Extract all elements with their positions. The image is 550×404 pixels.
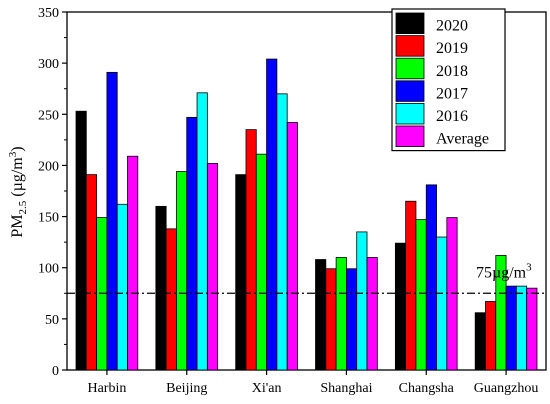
legend-swatch: [395, 103, 425, 125]
x-tick-label: Xi'an: [252, 381, 282, 396]
legend-swatch: [395, 57, 425, 80]
bar: [405, 200, 417, 371]
bar: [325, 268, 337, 371]
bar: [176, 171, 188, 371]
y-tick-label: 0: [52, 364, 59, 379]
bar: [286, 122, 298, 371]
legend-swatch: [395, 12, 425, 35]
reference-line-label-sup: 3: [526, 261, 532, 273]
legend-label: 2020: [436, 18, 468, 35]
y-axis-title-unit: (µg/m: [9, 157, 26, 201]
bar: [515, 285, 528, 371]
bar: [186, 116, 198, 371]
legend-label: 2016: [436, 108, 468, 125]
bar: [106, 71, 118, 371]
bar: [356, 231, 368, 371]
bar: [505, 285, 517, 371]
bar: [425, 184, 437, 371]
bar: [245, 129, 257, 371]
bar: [335, 257, 347, 371]
bar: [485, 301, 497, 371]
bar: [127, 155, 139, 371]
y-tick-label: 200: [38, 159, 59, 174]
y-axis-title-sub: 2.5: [17, 200, 29, 214]
bar: [315, 259, 327, 371]
bar: [394, 242, 407, 371]
bar: [75, 110, 87, 371]
y-axis-title: PM2.5 (µg/m3): [7, 146, 29, 237]
legend-swatch: [395, 35, 425, 57]
bar: [266, 58, 278, 371]
bar: [436, 236, 448, 371]
bar: [196, 92, 208, 371]
bar: [415, 219, 427, 371]
plot-area: 0 50 100 150 200 250 300 350 Harbin Beijing Xi'an S…: [38, 6, 547, 396]
legend-swatch: [395, 80, 425, 102]
y-tick-label: 50: [45, 313, 59, 328]
y-tick-label: 300: [38, 57, 59, 72]
x-tick-label: Guangzhou: [474, 381, 539, 396]
reference-line-label: 75µg/m3: [476, 261, 532, 281]
x-tick-label: Changsha: [399, 381, 455, 396]
bar: [255, 153, 267, 371]
y-axis-title-close: ): [9, 146, 26, 151]
bar: [276, 93, 288, 371]
legend-label: Average: [436, 131, 489, 148]
bar: [346, 268, 358, 371]
legend-label: 2018: [436, 63, 468, 80]
bar: [85, 174, 98, 371]
y-tick-label: 100: [38, 262, 59, 277]
y-axis-title-sup: 3: [7, 151, 19, 157]
bar: [366, 257, 378, 371]
legend-label: 2017: [436, 85, 468, 102]
legend-swatch: [395, 125, 425, 148]
legend-label: 2019: [436, 40, 468, 57]
bar: [474, 312, 486, 371]
y-axis-title-base: PM: [9, 214, 26, 237]
y-tick-label: 350: [38, 6, 59, 21]
bar: [155, 205, 167, 371]
x-tick-label: Harbin: [87, 381, 126, 396]
y-tick-label: 150: [38, 211, 59, 226]
x-tick-label: Beijing: [166, 381, 207, 396]
bar: [165, 228, 177, 371]
bar: [206, 162, 219, 371]
x-tick-label: Shanghai: [320, 381, 372, 396]
y-tick-label: 250: [38, 108, 59, 123]
bar: [526, 287, 538, 371]
bar: [116, 203, 128, 371]
bar: [235, 174, 247, 371]
